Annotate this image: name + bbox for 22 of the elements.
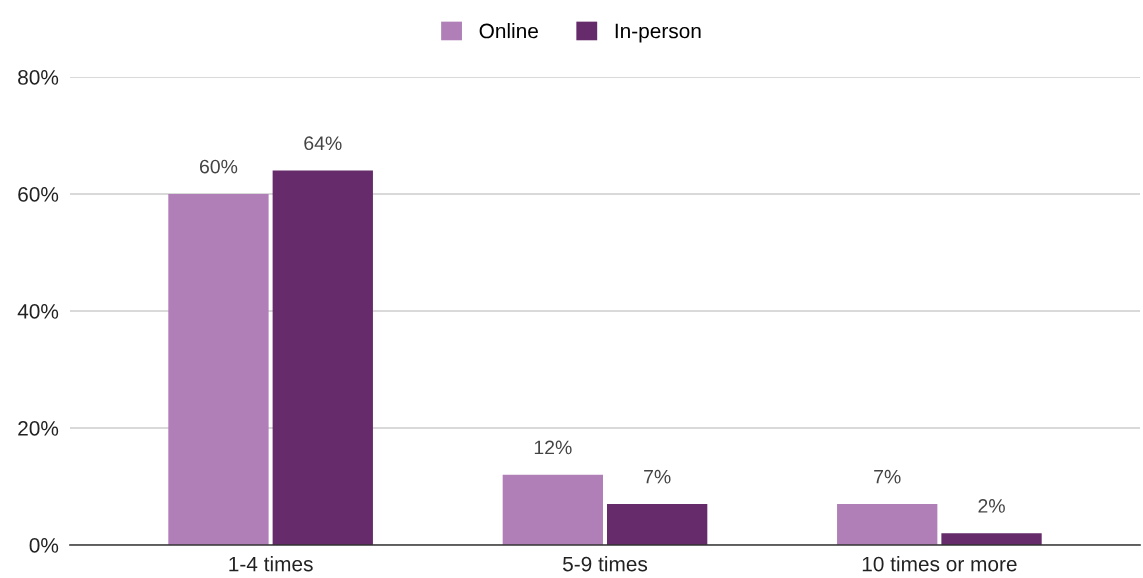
bar	[941, 533, 1042, 545]
data-label: 64%	[304, 136, 342, 151]
bar	[837, 504, 938, 545]
data-label: 60%	[199, 159, 238, 174]
y-tick-label: 80%	[18, 70, 59, 85]
bar	[607, 504, 708, 545]
y-tick-label: 0%	[29, 538, 59, 553]
x-tick-label: 5-9 times	[563, 556, 648, 572]
x-tick-label: 10 times or more	[862, 556, 1017, 572]
data-label: 12%	[534, 440, 572, 455]
y-tick-label: 40%	[17, 304, 59, 319]
y-tick-label: 60%	[18, 187, 59, 202]
x-tick-label: 1-4 times	[229, 556, 313, 572]
legend-label: In-person	[615, 23, 701, 43]
data-label: 7%	[644, 469, 671, 484]
data-label: 7%	[874, 469, 901, 484]
bar	[168, 194, 269, 545]
bar	[502, 474, 603, 545]
legend-label: Online	[479, 23, 538, 39]
data-label: 2%	[978, 499, 1005, 513]
y-tick-label: 20%	[18, 421, 59, 436]
bar	[272, 170, 373, 545]
